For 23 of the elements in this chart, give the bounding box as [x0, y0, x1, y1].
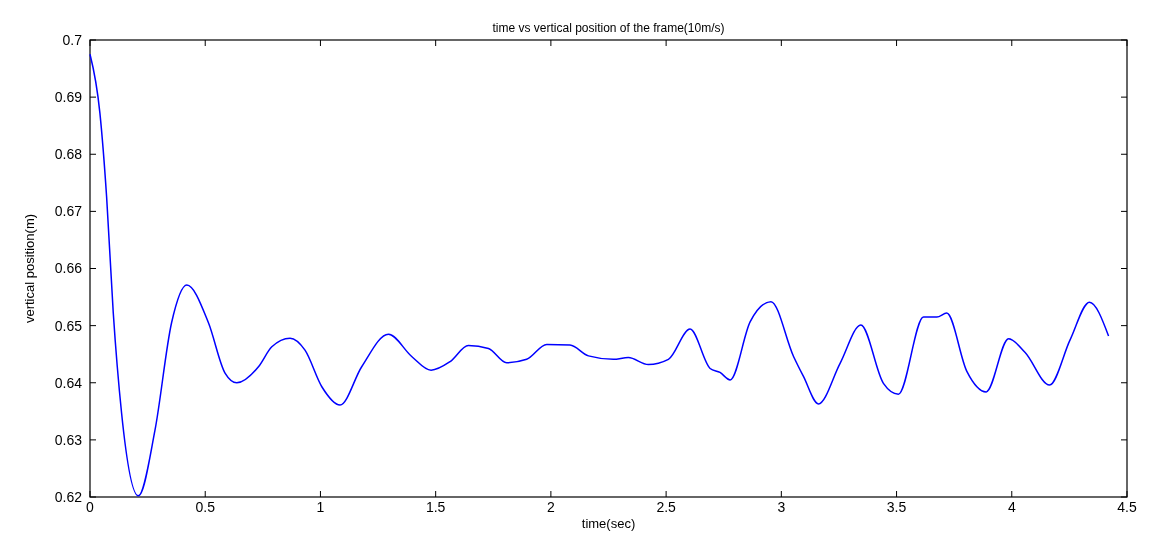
y-tick-label: 0.69: [54, 89, 83, 106]
x-tick-label: 0: [86, 499, 95, 515]
y-tick-label: 0.66: [54, 260, 83, 277]
x-tick-label: 3.5: [886, 499, 907, 515]
x-tick-label: 1.5: [425, 499, 446, 515]
x-tick-label: 1: [316, 499, 325, 515]
x-tick-label: 2: [546, 499, 555, 515]
y-tick-label: 0.65: [54, 317, 83, 334]
x-tick-label: 3: [777, 499, 786, 515]
y-tick-label: 0.67: [54, 203, 83, 220]
line-series: [89, 53, 1110, 497]
y-tick-label: 0.62: [54, 488, 83, 505]
x-tick-label: 4: [1007, 499, 1016, 515]
chart-title: time vs vertical position of the frame(10m/s): [492, 21, 725, 35]
x-axis-title: time(sec): [581, 516, 636, 531]
y-tick-label: 0.63: [54, 431, 83, 448]
x-tick-label: 0.5: [195, 499, 216, 515]
y-axis-title: vertical position(m): [22, 213, 37, 324]
y-tick-label: 0.64: [54, 374, 83, 391]
x-tick-label: 4.5: [1117, 499, 1137, 515]
y-tick-label: 0.7: [62, 31, 83, 48]
x-tick-label: 2.5: [656, 499, 677, 515]
y-tick-label: 0.68: [54, 146, 83, 163]
